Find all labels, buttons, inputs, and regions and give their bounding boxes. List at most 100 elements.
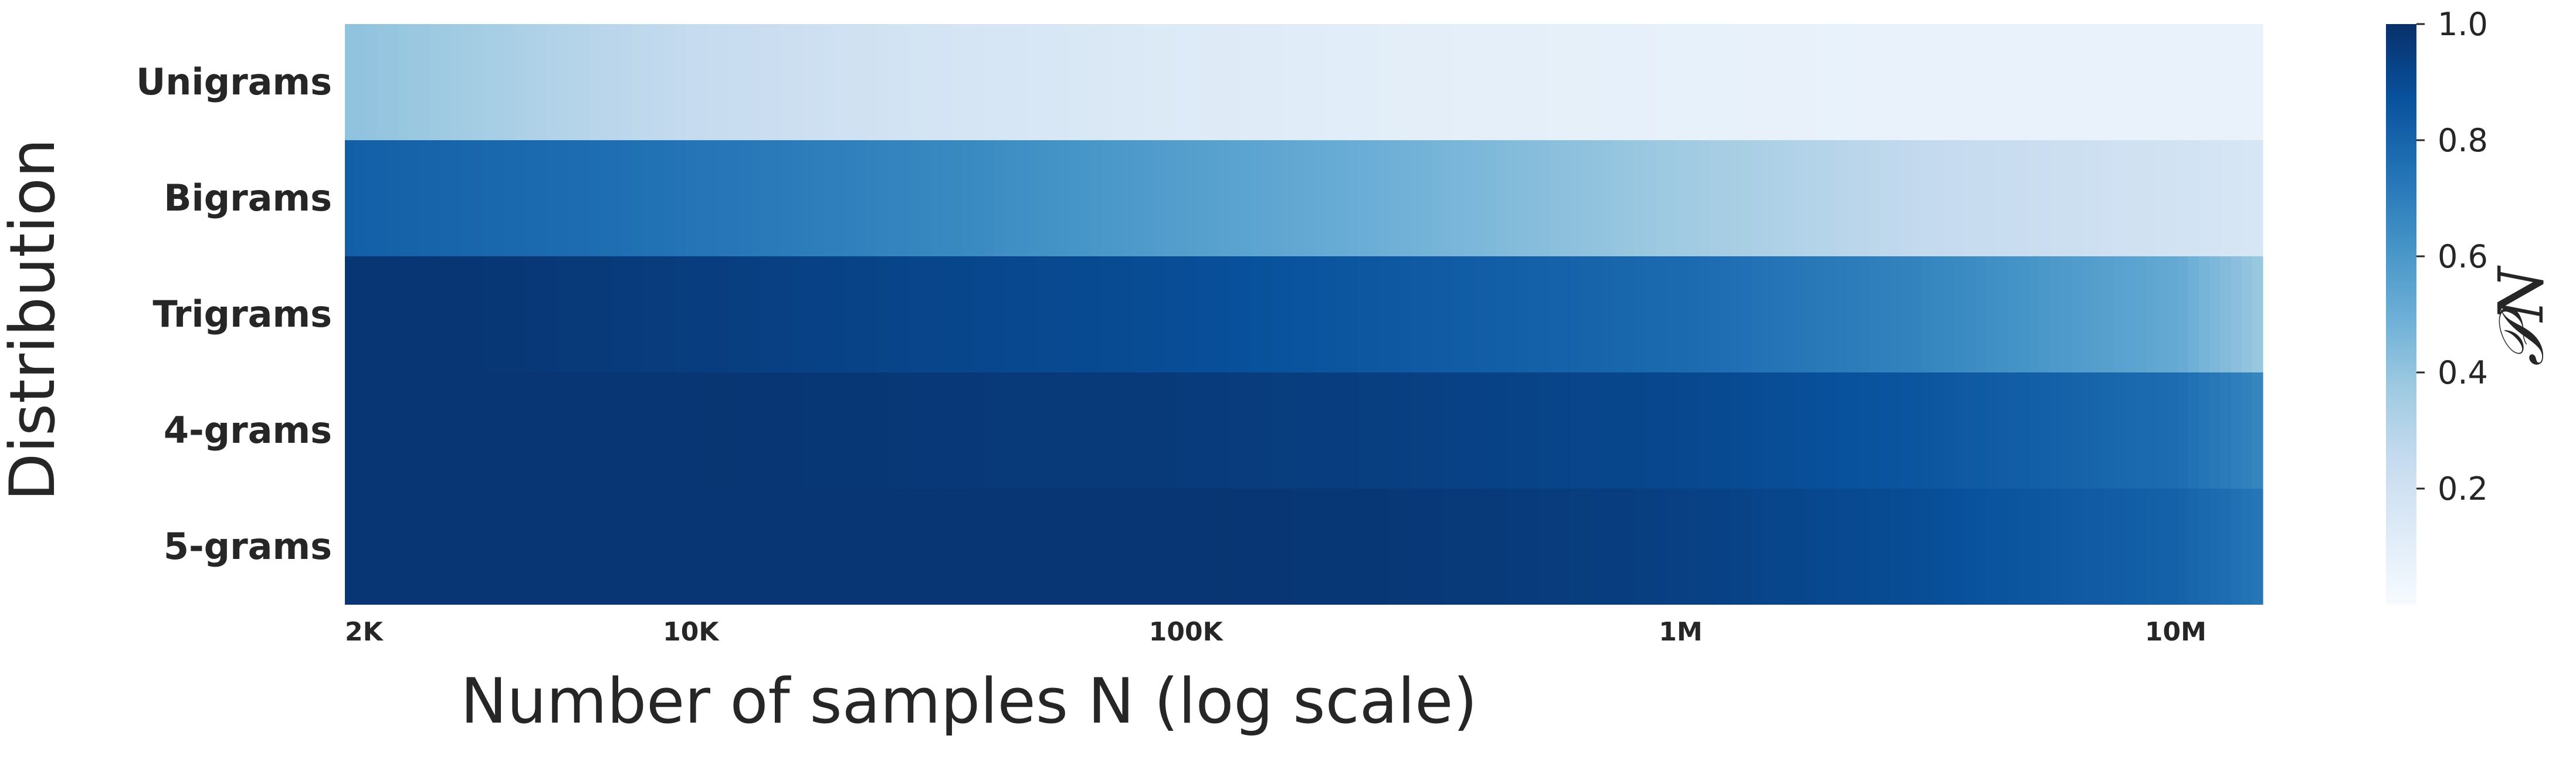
heatmap-cell — [1453, 140, 1465, 256]
heatmap-cell — [2188, 24, 2199, 140]
heatmap-cell — [2092, 489, 2104, 605]
heatmap-cell — [1208, 256, 1219, 372]
heatmap-cell — [814, 140, 825, 256]
heatmap-cell — [1325, 140, 1337, 256]
heatmap-cell — [1112, 489, 1123, 605]
heatmap-cell — [877, 140, 889, 256]
heatmap-cell — [2082, 489, 2093, 605]
heatmap-cell — [1272, 489, 1283, 605]
heatmap-cell — [1900, 372, 1912, 489]
heatmap-cell — [1389, 24, 1401, 140]
heatmap-cell — [2060, 140, 2072, 256]
heatmap-cell — [537, 256, 548, 372]
heatmap-cell — [1964, 140, 1976, 256]
heatmap-cell — [1687, 140, 1699, 256]
heatmap-cell — [1634, 372, 1645, 489]
heatmap-cell — [1996, 489, 2008, 605]
heatmap-cell — [1484, 372, 1496, 489]
heatmap-cell — [1197, 372, 1209, 489]
heatmap-cell — [1474, 489, 1486, 605]
heatmap-cell — [899, 140, 910, 256]
heatmap-cell — [1112, 140, 1123, 256]
x-tick-label: 1M — [1659, 617, 1702, 647]
heatmap-cell — [803, 372, 814, 489]
heatmap-cell — [1890, 256, 1901, 372]
heatmap-cell — [1293, 489, 1304, 605]
heatmap-cell — [1900, 489, 1912, 605]
heatmap-cell — [1612, 256, 1624, 372]
heatmap-cell — [1059, 372, 1070, 489]
heatmap-cell — [355, 256, 367, 372]
heatmap-cell — [739, 140, 750, 256]
heatmap-cell — [686, 489, 697, 605]
heatmap-cell — [1484, 24, 1496, 140]
heatmap-cell — [1560, 24, 1571, 140]
heatmap-cell — [2177, 24, 2189, 140]
heatmap-cell — [1826, 489, 1837, 605]
heatmap-cell — [1570, 372, 1581, 489]
heatmap-cell — [1985, 489, 1997, 605]
heatmap-cell — [355, 489, 367, 605]
heatmap-cell — [824, 140, 836, 256]
heatmap-cell — [1879, 372, 1890, 489]
heatmap-cell — [2156, 256, 2168, 372]
heatmap-cell — [526, 489, 537, 605]
heatmap-cell — [1133, 256, 1145, 372]
heatmap-cell — [547, 256, 558, 372]
heatmap-cell — [1399, 489, 1411, 605]
heatmap-cell — [1517, 256, 1528, 372]
heatmap-cell — [1165, 24, 1177, 140]
heatmap-cell — [814, 24, 825, 140]
heatmap-cell — [1911, 372, 1923, 489]
heatmap-cell — [1911, 140, 1923, 256]
heatmap-cell — [781, 372, 793, 489]
heatmap-cell — [1187, 372, 1198, 489]
heatmap-cell — [1815, 489, 1826, 605]
heatmap-cell — [1783, 489, 1795, 605]
heatmap-cell — [2071, 489, 2082, 605]
heatmap-cell — [803, 140, 814, 256]
heatmap-cell — [547, 24, 558, 140]
heatmap-cell — [1059, 256, 1070, 372]
heatmap-cell — [1964, 256, 1976, 372]
heatmap-cell — [2167, 140, 2178, 256]
heatmap-cell — [760, 489, 772, 605]
heatmap-cell — [1133, 24, 1145, 140]
heatmap-cell — [1868, 372, 1880, 489]
heatmap-cell — [1709, 24, 1720, 140]
heatmap-cell — [1548, 140, 1560, 256]
heatmap-cell — [653, 489, 665, 605]
heatmap-cell — [409, 489, 420, 605]
heatmap-cell — [2209, 489, 2221, 605]
heatmap-cell — [2231, 489, 2242, 605]
heatmap-cell — [1698, 256, 1709, 372]
heatmap-cell — [931, 372, 942, 489]
heatmap-cell — [824, 256, 836, 372]
heatmap-cell — [814, 256, 825, 372]
heatmap-cell — [1996, 372, 2008, 489]
heatmap-cell — [1176, 140, 1187, 256]
heatmap-cell — [601, 24, 612, 140]
heatmap-cell — [1048, 256, 1059, 372]
heatmap-cell — [1133, 372, 1145, 489]
heatmap-cell — [558, 372, 570, 489]
heatmap-cell — [1591, 140, 1603, 256]
heatmap-cell — [803, 24, 814, 140]
heatmap-cell — [1772, 24, 1784, 140]
heatmap-cell — [781, 489, 793, 605]
row-labels: Unigrams Bigrams Trigrams 4-grams 5-grams — [136, 60, 332, 568]
heatmap-cell — [1314, 140, 1326, 256]
heatmap-cell — [920, 256, 931, 372]
heatmap-cell — [1463, 24, 1475, 140]
heatmap-cell — [547, 489, 558, 605]
heatmap-cell — [430, 256, 442, 372]
heatmap-cell — [1836, 489, 1848, 605]
heatmap-cell — [589, 24, 601, 140]
heatmap-cell — [1570, 256, 1581, 372]
heatmap-cell — [1560, 140, 1571, 256]
heatmap-cell — [856, 24, 867, 140]
heatmap-cell — [941, 489, 953, 605]
heatmap-cell — [643, 140, 655, 256]
heatmap-cell — [2199, 489, 2210, 605]
heatmap-cell — [781, 140, 793, 256]
